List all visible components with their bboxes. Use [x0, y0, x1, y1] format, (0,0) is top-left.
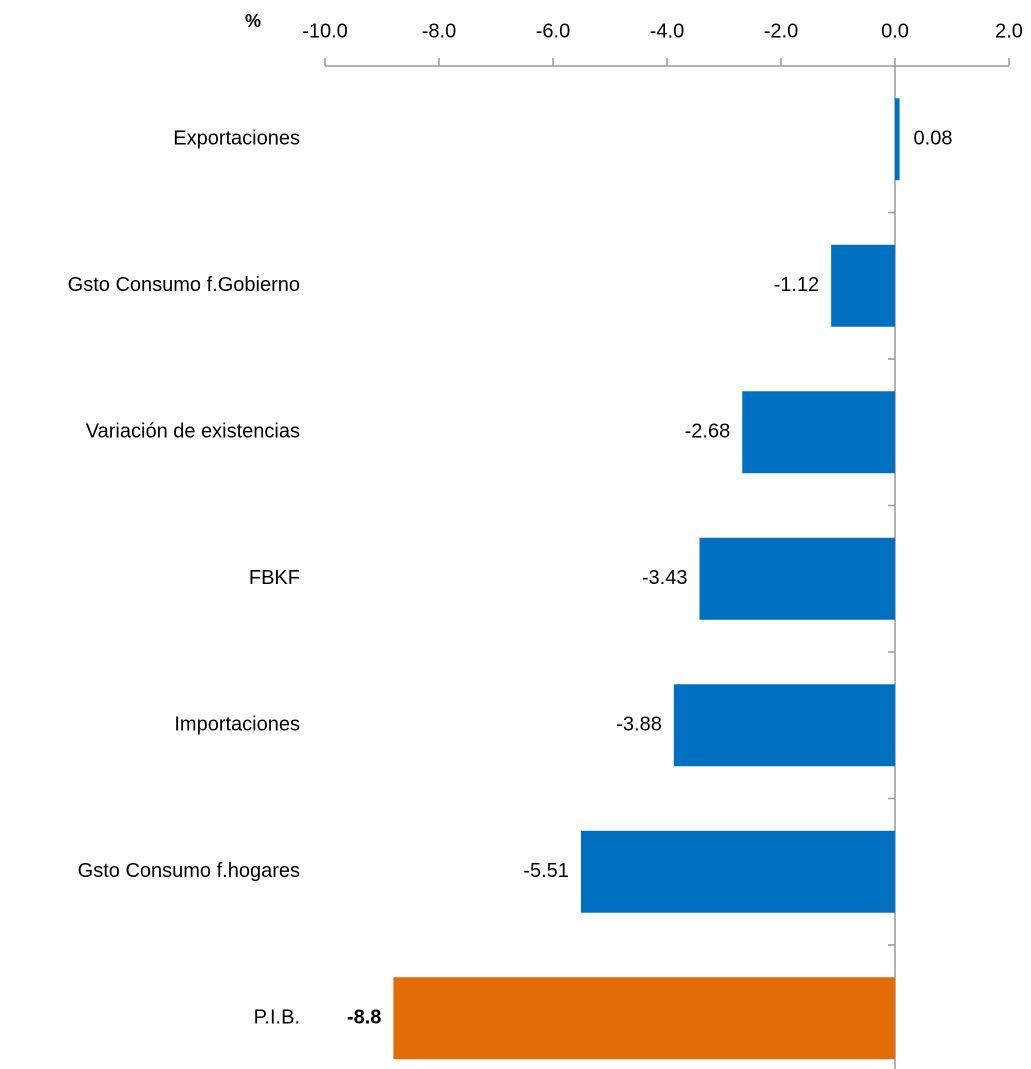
- x-tick-label: -8.0: [422, 20, 456, 42]
- value-label: -3.88: [616, 714, 662, 736]
- y-tick-label: Exportaciones: [173, 128, 300, 150]
- bar: [699, 537, 895, 620]
- y-tick-label: Variación de existencias: [86, 421, 300, 443]
- value-label: 0.08: [914, 128, 953, 150]
- bar: [895, 98, 900, 181]
- axis-unit: %: [245, 11, 261, 31]
- bar: [831, 244, 895, 327]
- x-tick-label: -4.0: [650, 20, 684, 42]
- x-tick-label: -2.0: [764, 20, 798, 42]
- bar: [393, 977, 895, 1060]
- value-label: -3.43: [642, 567, 688, 589]
- x-tick-label: -10.0: [302, 20, 348, 42]
- y-tick-label: P.I.B.: [254, 1007, 300, 1029]
- value-label: -5.51: [523, 860, 569, 882]
- x-tick-label: 2.0: [995, 20, 1023, 42]
- y-tick-label: Gsto Consumo f.hogares: [78, 860, 300, 882]
- y-tick-label: Gsto Consumo f.Gobierno: [68, 274, 300, 296]
- x-tick-label: -6.0: [536, 20, 570, 42]
- bar: [580, 830, 895, 913]
- y-tick-label: FBKF: [249, 567, 300, 589]
- y-tick-label: Importaciones: [174, 714, 300, 736]
- value-label: -1.12: [774, 274, 820, 296]
- bar: [742, 391, 895, 474]
- value-label: -8.8: [347, 1007, 381, 1029]
- value-label: -2.68: [685, 421, 731, 443]
- bar: [673, 684, 895, 767]
- x-tick-label: 0.0: [881, 20, 909, 42]
